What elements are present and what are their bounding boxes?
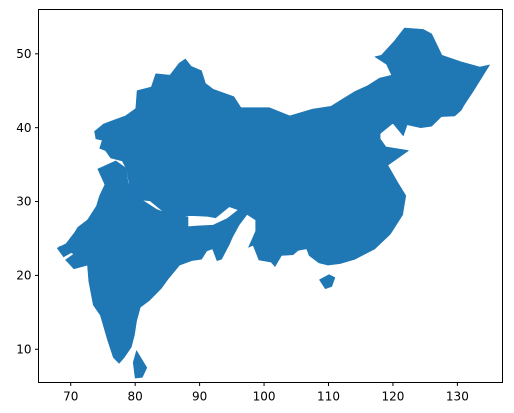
y-tick-label: 10 (16, 342, 31, 356)
region-india (56, 160, 247, 364)
x-tick-label: 100 (253, 390, 276, 404)
region-hainan (319, 274, 336, 289)
region-sri-lanka (132, 350, 148, 379)
x-tick-label: 70 (63, 390, 78, 404)
x-tick-label: 130 (446, 390, 469, 404)
y-tick-label: 30 (16, 195, 31, 209)
x-tick-label: 110 (317, 390, 340, 404)
y-tick-label: 50 (16, 47, 31, 61)
x-tick-label: 90 (192, 390, 207, 404)
region-china (94, 27, 490, 267)
y-axis-ticks: 10 20 30 40 50 (16, 47, 39, 356)
y-tick-label: 20 (16, 269, 31, 283)
x-tick-label: 120 (381, 390, 404, 404)
x-axis-ticks: 70 80 90 100 110 120 130 (63, 382, 469, 404)
regions-layer (56, 27, 490, 379)
y-tick-label: 40 (16, 121, 31, 135)
x-tick-label: 80 (128, 390, 143, 404)
axes-frame (38, 9, 503, 383)
